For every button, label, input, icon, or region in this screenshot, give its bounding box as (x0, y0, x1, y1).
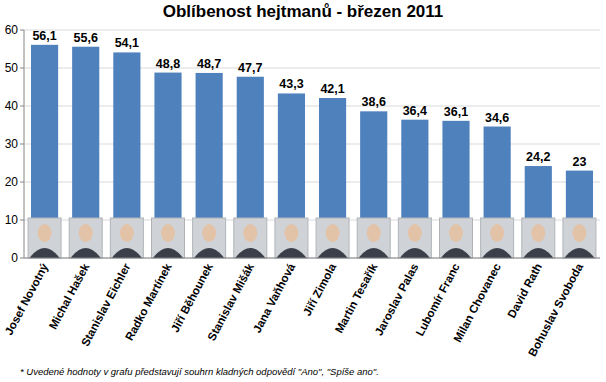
x-tick-label: Michal Hašek (47, 261, 92, 332)
data-label: 56,1 (32, 29, 56, 43)
x-tick-label: Milan Chovanec (451, 261, 503, 344)
y-tick (20, 182, 24, 183)
portrait-body (400, 248, 430, 258)
grid-line (24, 258, 600, 259)
portraits (28, 218, 596, 258)
portrait-body (482, 248, 512, 258)
y-tick-label: 30 (5, 137, 19, 151)
data-label: 38,6 (362, 95, 386, 109)
portrait-body (30, 248, 60, 258)
x-tick-label: Bohuslav Svoboda (526, 261, 585, 359)
portrait-frame (28, 218, 61, 258)
x-tick-label: Jiří Běhounek (169, 261, 216, 334)
y-tick-label: 20 (5, 175, 19, 189)
grid-line (24, 68, 600, 69)
y-tick-label: 10 (5, 213, 19, 227)
y-tick (20, 258, 24, 259)
portrait-body (318, 248, 348, 258)
grid-line (24, 144, 600, 145)
grid-line (24, 106, 600, 107)
x-tick-label: Jiří Zimola (301, 261, 339, 318)
data-label: 43,3 (279, 77, 303, 91)
x-tick-label: Stanislav Mišák (205, 261, 256, 343)
portrait-frame (563, 218, 596, 258)
portrait-frame (440, 218, 473, 258)
bars (31, 45, 593, 258)
data-label: 47,7 (238, 61, 262, 75)
portrait-frame (316, 218, 349, 258)
portrait-face (284, 224, 298, 242)
portrait-frame (234, 218, 267, 258)
portrait-face (243, 224, 257, 242)
portrait-frame (110, 218, 143, 258)
portrait-body (194, 248, 224, 258)
y-tick-label: 60 (5, 23, 19, 37)
data-label: 55,6 (74, 31, 98, 45)
y-tick-label: 50 (5, 61, 19, 75)
footnote: * Uvedené hodnoty v grafu představují so… (20, 366, 379, 377)
portrait-body (359, 248, 389, 258)
portrait-body (71, 248, 101, 258)
x-tick-label: David Rath (505, 261, 544, 320)
y-tick (20, 220, 24, 221)
chart-svg: Oblíbenost hejtmanů - březen 2011 0 10 20 30… (0, 0, 606, 382)
portrait-face (79, 224, 93, 242)
data-label: 34,6 (485, 111, 509, 125)
portrait-face (161, 224, 175, 242)
chart-container: Oblíbenost hejtmanů - březen 2011 0 10 20 30… (0, 0, 606, 382)
data-label: 42,1 (320, 82, 344, 96)
x-tick-label: Jana Vaňhová (251, 261, 298, 335)
x-tick-label: Radko Martínek (123, 261, 174, 343)
portrait-face (120, 224, 134, 242)
portrait-face (202, 224, 216, 242)
portrait-body (564, 248, 594, 258)
portrait-face (449, 224, 463, 242)
data-label: 23 (572, 155, 586, 169)
portrait-face (490, 224, 504, 242)
portrait-face (326, 224, 340, 242)
portrait-face (408, 224, 422, 242)
portrait-frame (69, 218, 102, 258)
portrait-body (235, 248, 265, 258)
portrait-body (112, 248, 142, 258)
y-tick (20, 68, 24, 69)
grid (24, 30, 600, 258)
y-axis (24, 30, 25, 258)
data-label: 36,4 (403, 104, 427, 118)
x-tick-label: Josef Novotný (3, 261, 51, 337)
portrait-body (153, 248, 183, 258)
portrait-frame (152, 218, 185, 258)
x-tick-label: Jaroslav Palas (373, 261, 421, 337)
portrait-frame (275, 218, 308, 258)
y-tick-label: 40 (5, 99, 19, 113)
y-tick (20, 144, 24, 145)
portrait-body (276, 248, 306, 258)
y-tick (20, 106, 24, 107)
portrait-frame (357, 218, 390, 258)
data-label: 36,1 (444, 105, 468, 119)
portrait-face (572, 224, 586, 242)
portrait-frame (193, 218, 226, 258)
data-label: 48,8 (156, 57, 180, 71)
portrait-face (38, 224, 52, 242)
x-tick-label: Martin Tesařík (333, 261, 380, 335)
x-tick-label: Lubomír Franc (413, 261, 462, 338)
portrait-face (531, 224, 545, 242)
y-tick (20, 30, 24, 31)
portrait-body (523, 248, 553, 258)
portrait-body (441, 248, 471, 258)
data-label: 24,2 (526, 150, 550, 164)
data-label: 54,1 (115, 36, 139, 50)
portrait-frame (522, 218, 555, 258)
portrait-frame (481, 218, 514, 258)
chart-title: Oblíbenost hejtmanů - březen 2011 (163, 2, 444, 21)
x-axis (24, 258, 600, 259)
data-label: 48,7 (197, 57, 221, 71)
grid-line (24, 30, 600, 31)
portrait-frame (398, 218, 431, 258)
portrait-face (367, 224, 381, 242)
y-tick-label: 0 (11, 251, 18, 265)
grid-line (24, 182, 600, 183)
